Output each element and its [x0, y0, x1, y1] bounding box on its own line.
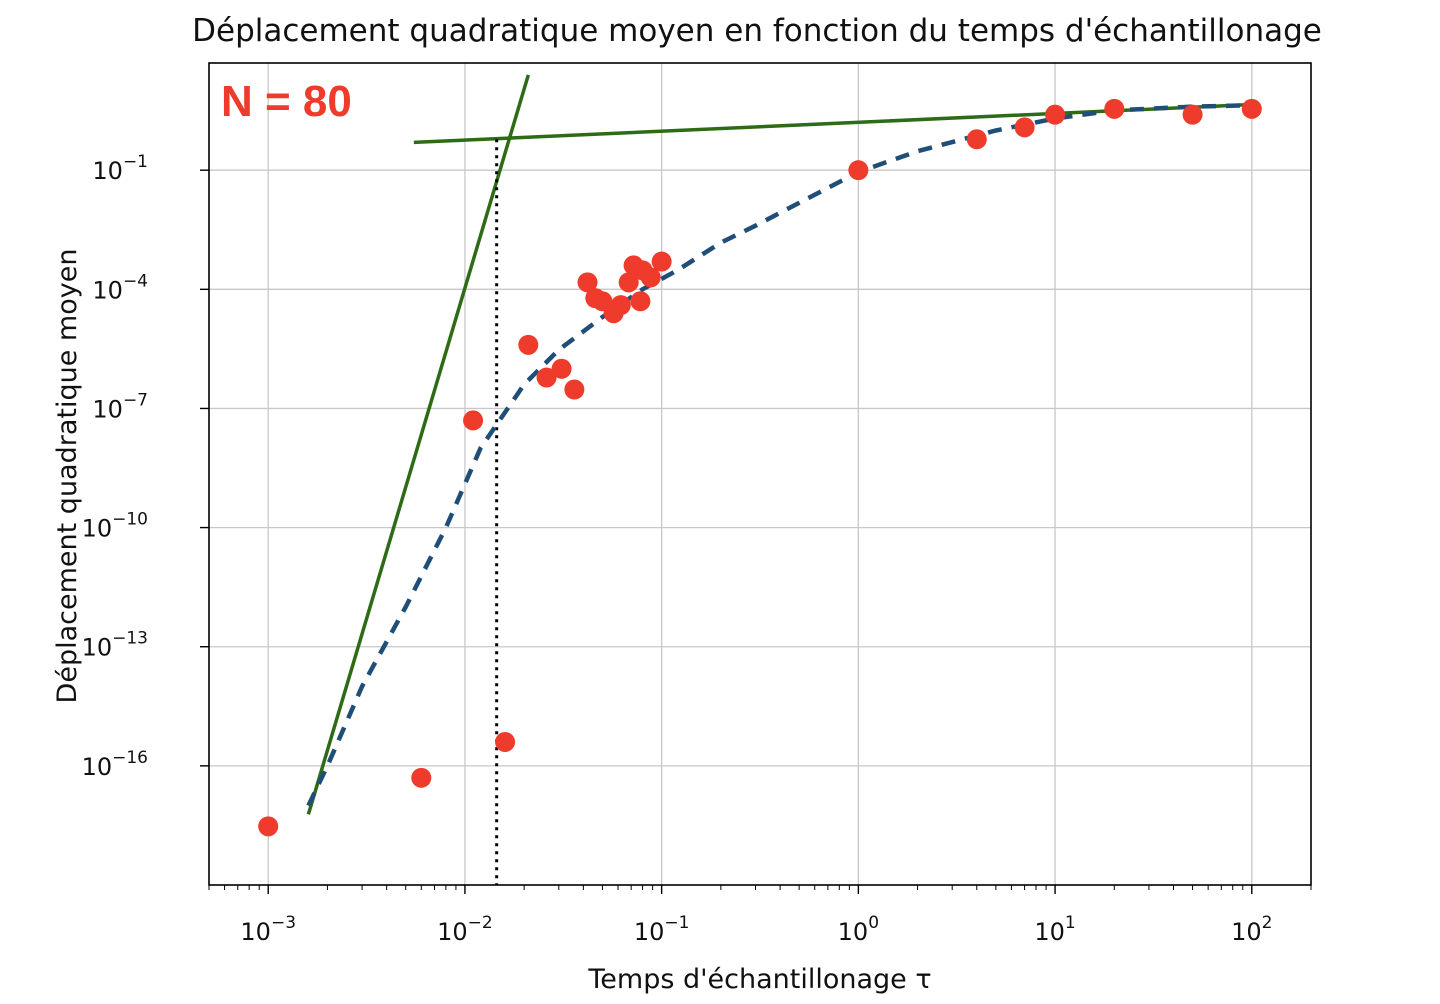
- y-axis: 10−16 10−13 10−10 10−7 10−4 10−1: [82, 152, 209, 781]
- chart-title: Déplacement quadratique moyen en fonctio…: [192, 13, 1322, 49]
- y-tick-label: 10−13: [82, 629, 148, 662]
- data-point: [610, 295, 631, 316]
- data-point: [411, 767, 432, 788]
- plot-area: [258, 74, 1262, 885]
- fit-curve: [306, 103, 1252, 807]
- plot-frame: [208, 62, 1312, 886]
- data-point: [1104, 98, 1125, 119]
- y-tick-label: 10−16: [82, 748, 148, 781]
- x-tick-label: 10−2: [437, 913, 493, 946]
- x-tick-label: 10−1: [634, 913, 690, 946]
- data-point: [618, 272, 639, 293]
- data-point: [640, 267, 661, 288]
- y-tick-label: 10−7: [92, 390, 148, 423]
- data-point: [1014, 117, 1035, 138]
- data-point: [577, 272, 598, 293]
- annotation-n-label: N = 80: [221, 77, 352, 126]
- y-axis-label: Déplacement quadratique moyen: [52, 249, 83, 704]
- data-point: [564, 379, 585, 400]
- y-tick-label: 10−4: [92, 271, 148, 304]
- x-tick-label: 101: [1034, 913, 1075, 946]
- data-point: [848, 160, 869, 181]
- data-point: [258, 816, 279, 837]
- data-point: [463, 410, 484, 431]
- data-point: [1045, 104, 1066, 125]
- data-point: [1182, 104, 1203, 125]
- data-point: [1241, 98, 1262, 119]
- asymptote-line: [306, 74, 530, 815]
- data-point: [966, 129, 987, 150]
- data-point: [495, 731, 516, 752]
- data-point: [518, 334, 539, 355]
- chart-grid: [209, 63, 1311, 885]
- data-point: [551, 358, 572, 379]
- x-axis-label: Temps d'échantillonage τ: [587, 964, 931, 995]
- x-axis: 10−3 10−2 10−1 100 101 102: [208, 885, 1312, 946]
- data-point: [651, 251, 672, 272]
- x-tick-label: 100: [838, 913, 879, 946]
- y-tick-label: 10−1: [92, 152, 148, 185]
- asymptote-line: [413, 102, 1252, 145]
- x-tick-label: 10−3: [240, 913, 296, 946]
- data-point: [536, 367, 557, 388]
- y-tick-label: 10−10: [82, 510, 148, 543]
- x-tick-label: 102: [1231, 913, 1272, 946]
- data-point: [630, 291, 651, 312]
